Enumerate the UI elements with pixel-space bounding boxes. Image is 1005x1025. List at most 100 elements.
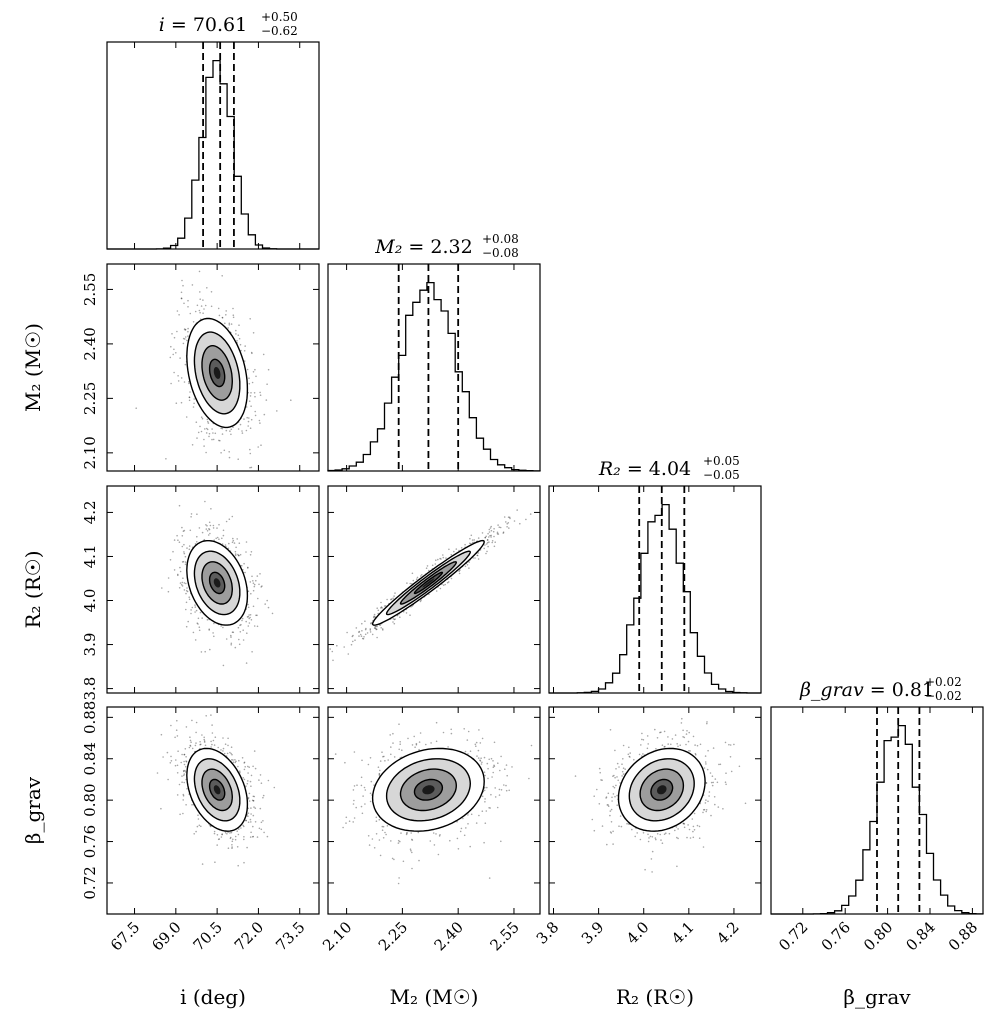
sample-point — [488, 758, 490, 761]
sample-point — [491, 541, 493, 544]
sample-point — [705, 782, 708, 784]
sample-point — [206, 525, 208, 527]
sample-point — [695, 754, 697, 756]
sample-point — [232, 759, 234, 761]
sample-point — [419, 732, 422, 734]
sample-point — [237, 428, 240, 430]
y-tick-label-beta_grav-1: 0.76 — [81, 825, 99, 858]
sample-point — [484, 786, 486, 789]
sample-point — [435, 721, 438, 724]
sample-point — [232, 316, 235, 319]
sample-point — [257, 597, 259, 600]
density-core — [422, 785, 435, 795]
sample-point — [204, 428, 206, 430]
sample-point — [260, 821, 263, 824]
sample-point — [198, 626, 201, 628]
sample-point — [364, 803, 366, 805]
sample-point — [394, 618, 396, 620]
sample-point — [210, 508, 212, 510]
sample-point — [260, 782, 263, 784]
sample-point — [467, 814, 469, 816]
y-axis-label-M2: M₂ (M☉) — [21, 323, 45, 412]
sample-point — [197, 623, 199, 625]
density-panel-beta_grav-vs-M2 — [327, 706, 541, 915]
sample-point — [176, 534, 178, 537]
sample-point — [242, 629, 244, 631]
sample-point — [243, 861, 245, 864]
sample-point — [470, 813, 473, 816]
sample-point — [201, 863, 204, 865]
x-tick-label-M2-1: 2.25 — [375, 918, 411, 954]
y-tick-label-R2-4: 4.2 — [81, 500, 99, 524]
sample-point — [488, 528, 491, 531]
sample-point — [210, 740, 212, 743]
sample-point — [234, 759, 236, 761]
sample-point — [235, 760, 237, 763]
sample-point — [469, 750, 472, 752]
sample-point — [624, 768, 626, 770]
sample-point — [622, 744, 625, 747]
sample-point — [247, 566, 249, 569]
sample-point — [188, 545, 191, 547]
sample-point — [239, 423, 242, 426]
sample-point — [406, 831, 408, 834]
sample-point — [166, 751, 169, 754]
sample-point — [201, 531, 204, 534]
sample-point — [196, 437, 198, 439]
x-tick-label-beta_grav-1: 0.76 — [818, 918, 854, 954]
sample-point — [196, 535, 198, 538]
sample-point — [614, 776, 616, 779]
sample-point — [607, 805, 610, 807]
sample-point — [248, 617, 250, 620]
sample-point — [431, 564, 434, 567]
sample-point — [465, 827, 467, 829]
sample-point — [271, 612, 274, 615]
sample-point — [621, 775, 623, 777]
sample-point — [654, 837, 657, 839]
sample-point — [222, 626, 224, 629]
sample-point — [181, 545, 184, 548]
x-tick-label-i-2: 70.5 — [190, 918, 226, 954]
sample-point — [516, 509, 518, 511]
sample-point — [185, 592, 187, 595]
sample-point — [176, 719, 178, 722]
sample-point — [251, 575, 253, 578]
sample-point — [208, 628, 210, 630]
sample-point — [210, 746, 212, 748]
sample-point — [160, 733, 163, 736]
sample-point — [198, 270, 201, 273]
sample-point — [460, 547, 463, 549]
sample-point — [181, 753, 183, 756]
sample-point — [252, 836, 254, 838]
sample-point — [187, 620, 189, 623]
sample-point — [184, 336, 187, 338]
sample-point — [486, 539, 489, 541]
sample-point — [228, 324, 231, 326]
sample-point — [197, 818, 200, 820]
sample-point — [252, 580, 254, 582]
sample-point — [248, 766, 250, 768]
sample-point — [184, 771, 187, 773]
sample-point — [218, 838, 221, 840]
histogram-step — [549, 503, 761, 694]
sample-point — [225, 314, 227, 316]
sample-point — [187, 299, 189, 302]
sample-point — [203, 741, 206, 743]
sample-point — [331, 650, 334, 653]
sample-point — [612, 793, 615, 795]
sample-point — [500, 789, 503, 791]
sample-point — [191, 444, 194, 446]
sample-point — [196, 304, 199, 307]
sample-point — [182, 337, 185, 340]
sample-point — [412, 579, 415, 582]
sample-point — [238, 638, 240, 641]
sample-point — [593, 829, 596, 832]
sample-point — [234, 761, 237, 764]
sample-point — [189, 312, 192, 315]
sample-point — [498, 526, 501, 528]
sample-point — [415, 744, 418, 746]
sample-point — [251, 799, 254, 802]
sample-point — [474, 743, 477, 746]
sample-point — [230, 636, 232, 638]
sample-point — [601, 779, 603, 781]
